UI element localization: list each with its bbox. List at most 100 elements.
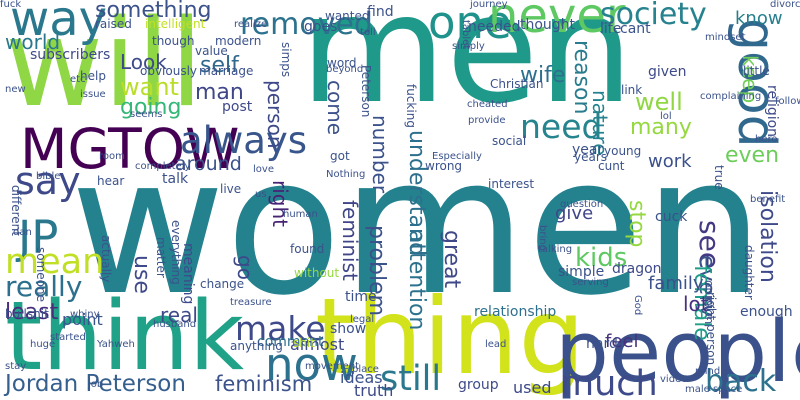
word: ideas <box>340 368 383 387</box>
word: number <box>368 115 392 194</box>
word: know <box>735 8 783 29</box>
word: mean <box>5 242 105 282</box>
word: family <box>648 273 704 294</box>
word: enough <box>740 304 793 320</box>
word: given <box>648 64 687 80</box>
word: daughter <box>742 245 756 300</box>
word: link <box>621 83 643 97</box>
word: removed <box>240 7 373 42</box>
word: got <box>330 149 350 163</box>
word: religion <box>764 85 780 138</box>
word: mindset <box>705 32 746 43</box>
word: mind <box>695 366 721 377</box>
word: want <box>120 73 179 101</box>
word: value <box>195 44 228 58</box>
word: young <box>604 144 642 158</box>
word: simply <box>452 41 485 52</box>
word: seems <box>130 109 163 120</box>
word: comment <box>257 334 324 350</box>
word: interest <box>488 177 535 191</box>
word: feel <box>605 331 639 352</box>
word: give <box>555 203 594 224</box>
word: person <box>263 80 287 149</box>
word: without <box>294 266 340 280</box>
word: well <box>635 88 683 116</box>
word: human <box>283 209 318 220</box>
word: time <box>345 289 377 305</box>
word: much <box>560 364 658 400</box>
word: JP <box>18 211 59 264</box>
word: almost <box>290 335 345 354</box>
word: journey <box>470 0 508 10</box>
word: post <box>222 99 253 115</box>
word: think <box>5 282 245 392</box>
word: change <box>200 277 245 291</box>
word: really <box>5 270 83 303</box>
word: group <box>458 377 499 393</box>
word: husband <box>153 319 197 330</box>
word: follower <box>775 96 800 107</box>
word: hear <box>97 174 125 188</box>
word: point <box>62 310 103 329</box>
word: anything <box>230 339 283 353</box>
word: one <box>428 0 512 49</box>
word: something <box>95 0 212 23</box>
word: understand <box>404 130 429 256</box>
word: show <box>330 321 367 337</box>
word: cant <box>620 21 651 37</box>
word: found <box>290 242 325 256</box>
word: Yahweh <box>97 339 135 350</box>
word: man <box>195 80 244 105</box>
word: way <box>10 0 108 47</box>
word: needed <box>468 19 521 35</box>
word: going <box>120 95 182 120</box>
word: fucking <box>404 84 418 128</box>
word: provide <box>468 115 506 126</box>
word: dan <box>13 227 32 238</box>
word: shit <box>293 336 315 350</box>
word: actually <box>99 235 113 283</box>
word: raised <box>95 17 132 31</box>
word: lead <box>485 339 507 350</box>
word: whiny <box>70 309 100 320</box>
word: simps <box>279 42 293 78</box>
word: hard <box>586 336 618 352</box>
word: everything <box>169 220 183 285</box>
word: marriage <box>199 64 254 78</box>
word: simple <box>558 264 605 280</box>
word: wrong <box>425 159 463 173</box>
word: room <box>99 151 125 162</box>
word: started <box>50 332 86 343</box>
word: find <box>367 4 394 20</box>
word: will <box>5 0 204 134</box>
word: God <box>632 295 643 316</box>
word: huge <box>30 339 56 350</box>
word: used <box>513 378 552 397</box>
word: cheated <box>467 99 508 110</box>
word: someone <box>34 247 48 302</box>
word: men <box>300 0 634 137</box>
word: modern <box>215 34 262 48</box>
word: new <box>5 84 26 95</box>
word: wife <box>520 63 566 88</box>
word: live <box>220 182 242 196</box>
word: little <box>743 64 770 78</box>
word: goes <box>304 19 338 35</box>
word: lot <box>683 292 709 316</box>
word: come <box>323 80 347 136</box>
word: matter <box>154 237 168 278</box>
word: society <box>600 0 707 32</box>
word: many <box>630 115 692 140</box>
word: dragon <box>612 261 662 277</box>
word: need <box>520 107 603 146</box>
word: kids <box>575 243 628 273</box>
word: real <box>160 303 198 327</box>
word: tell <box>360 27 376 38</box>
word: back <box>705 364 777 399</box>
word: make <box>235 309 326 348</box>
word: MGTOW <box>20 117 240 181</box>
word: lol <box>660 111 672 122</box>
word: male space <box>685 384 743 395</box>
word: wanted <box>325 9 370 23</box>
